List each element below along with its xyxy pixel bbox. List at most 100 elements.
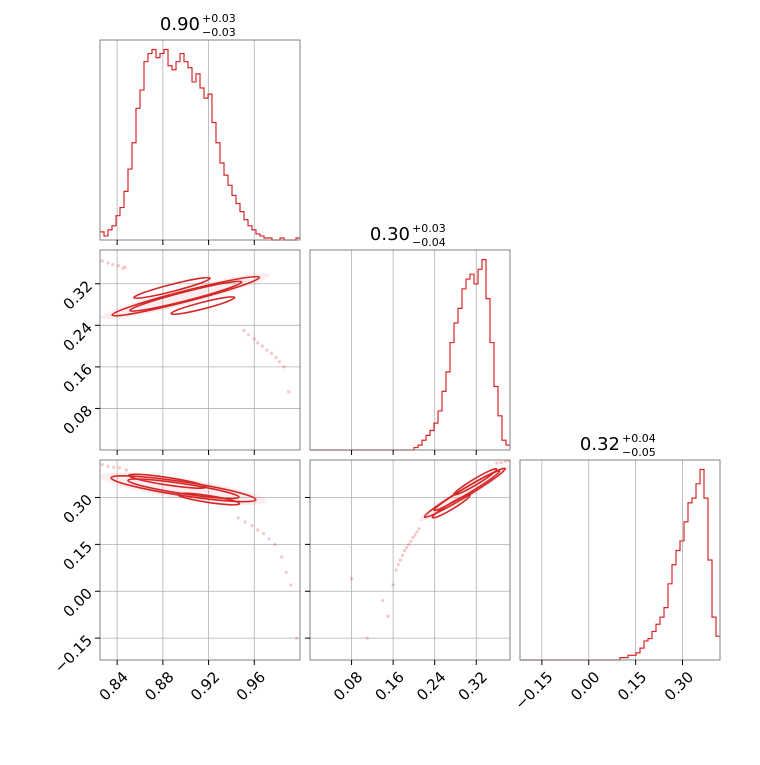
x-tick-label: 0.96 (233, 668, 269, 704)
histogram-title-plus-param-0: +0.03 (202, 12, 236, 25)
y-tick-label: 0.16 (60, 360, 96, 396)
sample-point (117, 466, 122, 470)
sample-point (391, 583, 395, 587)
sample-point (243, 520, 247, 524)
x-tick-label: 0.30 (661, 668, 697, 704)
sample-point (242, 328, 246, 333)
histogram-frame-param-0 (99, 39, 301, 241)
contour-line (111, 275, 261, 317)
contour-line (431, 493, 472, 519)
sample-point (274, 355, 278, 360)
sample-point (123, 265, 127, 269)
y-tick-label: −0.15 (51, 631, 96, 676)
histogram-frame-param-2 (519, 459, 721, 661)
scatter-frame-1-2 (309, 459, 511, 661)
sample-point (116, 263, 120, 268)
sample-point (349, 577, 354, 581)
y-tick-label: 0.32 (60, 277, 96, 313)
sample-point (405, 545, 409, 550)
x-tick-label: 0.84 (96, 668, 132, 704)
sample-point (284, 570, 288, 575)
sample-point (256, 341, 260, 345)
sample-point (503, 460, 507, 463)
sample-point (265, 348, 269, 352)
sample-point (252, 337, 256, 341)
histogram-frame-param-1 (309, 249, 511, 451)
sample-point (294, 636, 299, 640)
histogram-title-param-1: 0.30 (370, 224, 410, 245)
scatter-frame-0-1 (99, 249, 301, 451)
scatter-frame-0-2 (99, 459, 301, 661)
sample-point (396, 563, 400, 567)
x-tick-label: 0.08 (330, 668, 366, 704)
sample-point (256, 528, 260, 532)
sample-point (246, 333, 251, 337)
sample-point (282, 365, 286, 369)
contour-line (110, 475, 257, 503)
sample-point (400, 553, 405, 557)
sample-point (409, 539, 413, 543)
density-cloud (418, 464, 510, 522)
y-tick-label: 0.08 (60, 402, 96, 438)
sample-point (413, 533, 417, 537)
y-tick-label: 0.00 (60, 585, 96, 621)
sample-point (269, 351, 274, 355)
x-tick-label: 0.16 (372, 668, 408, 704)
scatter-panel-0-1 (100, 259, 291, 394)
x-tick-label: 0.88 (141, 668, 177, 704)
contour-line (170, 296, 236, 316)
contour-line (452, 467, 498, 496)
histogram-step-param-1 (310, 258, 510, 451)
density-cloud (100, 472, 267, 505)
sample-point (106, 464, 110, 468)
histogram-title-minus-param-0: −0.03 (202, 26, 236, 39)
sample-point (124, 468, 128, 472)
sample-point (407, 542, 411, 546)
y-tick-label: 0.30 (60, 491, 96, 527)
sample-point (381, 599, 385, 603)
histogram-title-minus-param-1: −0.04 (412, 236, 446, 249)
scatter-panel-0-2 (100, 463, 299, 640)
sample-point (250, 524, 254, 528)
sample-point (280, 555, 284, 559)
sample-point (506, 460, 510, 463)
sample-point (106, 261, 110, 265)
sample-point (110, 262, 115, 267)
x-tick-label: 0.92 (187, 668, 223, 704)
sample-point (286, 390, 291, 394)
sample-point (277, 360, 282, 364)
sample-point (417, 527, 421, 531)
x-tick-label: 0.15 (614, 668, 650, 704)
contour-line (176, 492, 241, 506)
x-tick-label: 0.32 (455, 668, 491, 704)
histogram-title-param-2: 0.32 (580, 434, 620, 455)
sample-point (260, 344, 264, 348)
sample-point (121, 266, 125, 270)
sample-point (236, 516, 240, 520)
histogram-title-param-0: 0.90 (160, 14, 200, 35)
histogram-title-plus-param-2: +0.04 (622, 432, 656, 445)
sample-point (386, 614, 390, 618)
x-tick-label: −0.15 (511, 668, 556, 713)
contour-line (433, 469, 501, 512)
sample-point (261, 531, 266, 536)
sample-point (394, 568, 398, 572)
histogram-step-param-0 (100, 48, 300, 241)
contour-line (133, 276, 211, 300)
sample-point (415, 530, 419, 534)
density-cloud (100, 273, 271, 320)
sample-point (112, 465, 116, 469)
y-tick-label: 0.24 (60, 319, 96, 355)
y-tick-label: 0.15 (60, 538, 96, 574)
histogram-title-plus-param-1: +0.03 (412, 222, 446, 235)
x-tick-label: 0.24 (413, 668, 449, 704)
sample-point (273, 542, 277, 546)
sample-point (411, 535, 415, 540)
sample-point (499, 460, 503, 465)
sample-point (402, 549, 407, 553)
sample-point (495, 461, 499, 465)
sample-point (100, 463, 104, 467)
histogram-title-minus-param-2: −0.05 (622, 446, 656, 459)
sample-point (267, 537, 271, 541)
